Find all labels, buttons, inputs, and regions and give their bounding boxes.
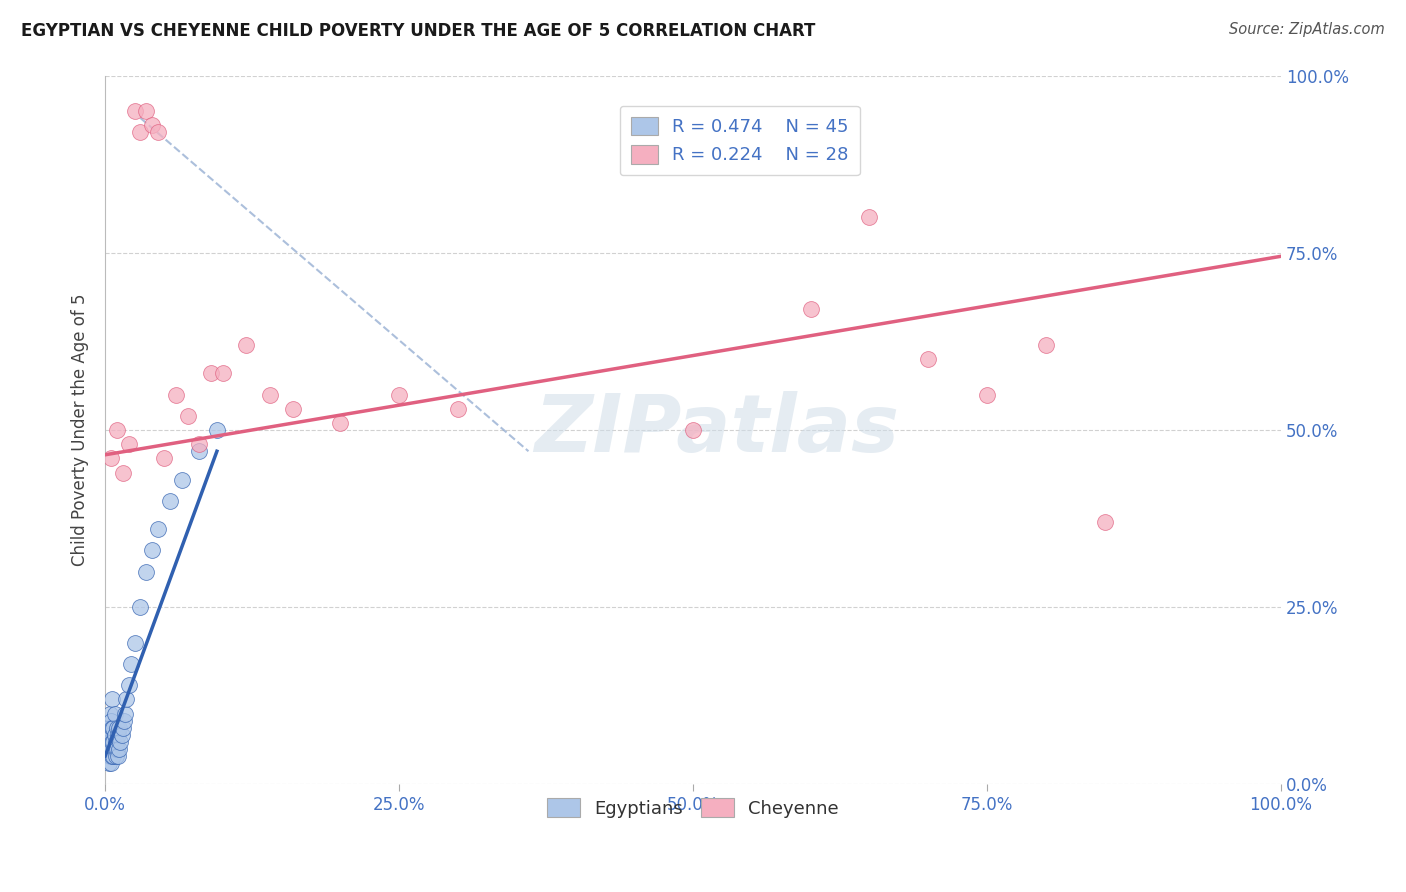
Point <box>107 749 129 764</box>
Point <box>107 728 129 742</box>
Text: Source: ZipAtlas.com: Source: ZipAtlas.com <box>1229 22 1385 37</box>
Point <box>917 352 939 367</box>
Point <box>100 714 122 728</box>
Point <box>124 103 146 118</box>
Point <box>188 444 211 458</box>
Point <box>800 302 823 317</box>
Point <box>108 721 131 735</box>
Point <box>235 338 257 352</box>
Point <box>135 565 157 579</box>
Point <box>100 756 122 771</box>
Point <box>104 728 127 742</box>
Point <box>98 749 121 764</box>
Point <box>447 401 470 416</box>
Point <box>858 211 880 225</box>
Point <box>388 387 411 401</box>
Point <box>120 657 142 671</box>
Point <box>100 728 122 742</box>
Point <box>141 543 163 558</box>
Point <box>110 735 132 749</box>
Point <box>141 118 163 132</box>
Point <box>104 742 127 756</box>
Point <box>98 735 121 749</box>
Point <box>104 735 127 749</box>
Point <box>105 423 128 437</box>
Point <box>114 706 136 721</box>
Point <box>111 728 134 742</box>
Point <box>105 721 128 735</box>
Point <box>112 714 135 728</box>
Point <box>98 706 121 721</box>
Point <box>108 742 131 756</box>
Point <box>329 416 352 430</box>
Point <box>100 742 122 756</box>
Point <box>103 735 125 749</box>
Point <box>682 423 704 437</box>
Text: EGYPTIAN VS CHEYENNE CHILD POVERTY UNDER THE AGE OF 5 CORRELATION CHART: EGYPTIAN VS CHEYENNE CHILD POVERTY UNDER… <box>21 22 815 40</box>
Point <box>176 409 198 423</box>
Text: ZIPatlas: ZIPatlas <box>534 391 898 469</box>
Point <box>135 103 157 118</box>
Point <box>101 721 124 735</box>
Point <box>103 721 125 735</box>
Point <box>115 692 138 706</box>
Point <box>129 125 152 139</box>
Point <box>101 735 124 749</box>
Point <box>103 749 125 764</box>
Point <box>170 473 193 487</box>
Point <box>146 125 169 139</box>
Point <box>188 437 211 451</box>
Point <box>111 466 134 480</box>
Point <box>101 749 124 764</box>
Point <box>153 451 176 466</box>
Point <box>104 706 127 721</box>
Point <box>976 387 998 401</box>
Point <box>165 387 187 401</box>
Point <box>205 423 228 437</box>
Point <box>1094 515 1116 529</box>
Point <box>105 742 128 756</box>
Legend: Egyptians, Cheyenne: Egyptians, Cheyenne <box>540 791 846 825</box>
Point <box>100 451 122 466</box>
Point <box>146 522 169 536</box>
Point <box>97 742 120 756</box>
Point <box>1035 338 1057 352</box>
Point <box>101 692 124 706</box>
Point <box>97 721 120 735</box>
Point <box>118 678 141 692</box>
Point <box>118 437 141 451</box>
Point <box>97 756 120 771</box>
Point <box>211 366 233 380</box>
Point <box>111 721 134 735</box>
Point <box>259 387 281 401</box>
Point <box>200 366 222 380</box>
Point <box>283 401 305 416</box>
Point <box>129 600 152 615</box>
Point <box>104 749 127 764</box>
Point <box>124 635 146 649</box>
Y-axis label: Child Poverty Under the Age of 5: Child Poverty Under the Age of 5 <box>72 293 89 566</box>
Point <box>159 494 181 508</box>
